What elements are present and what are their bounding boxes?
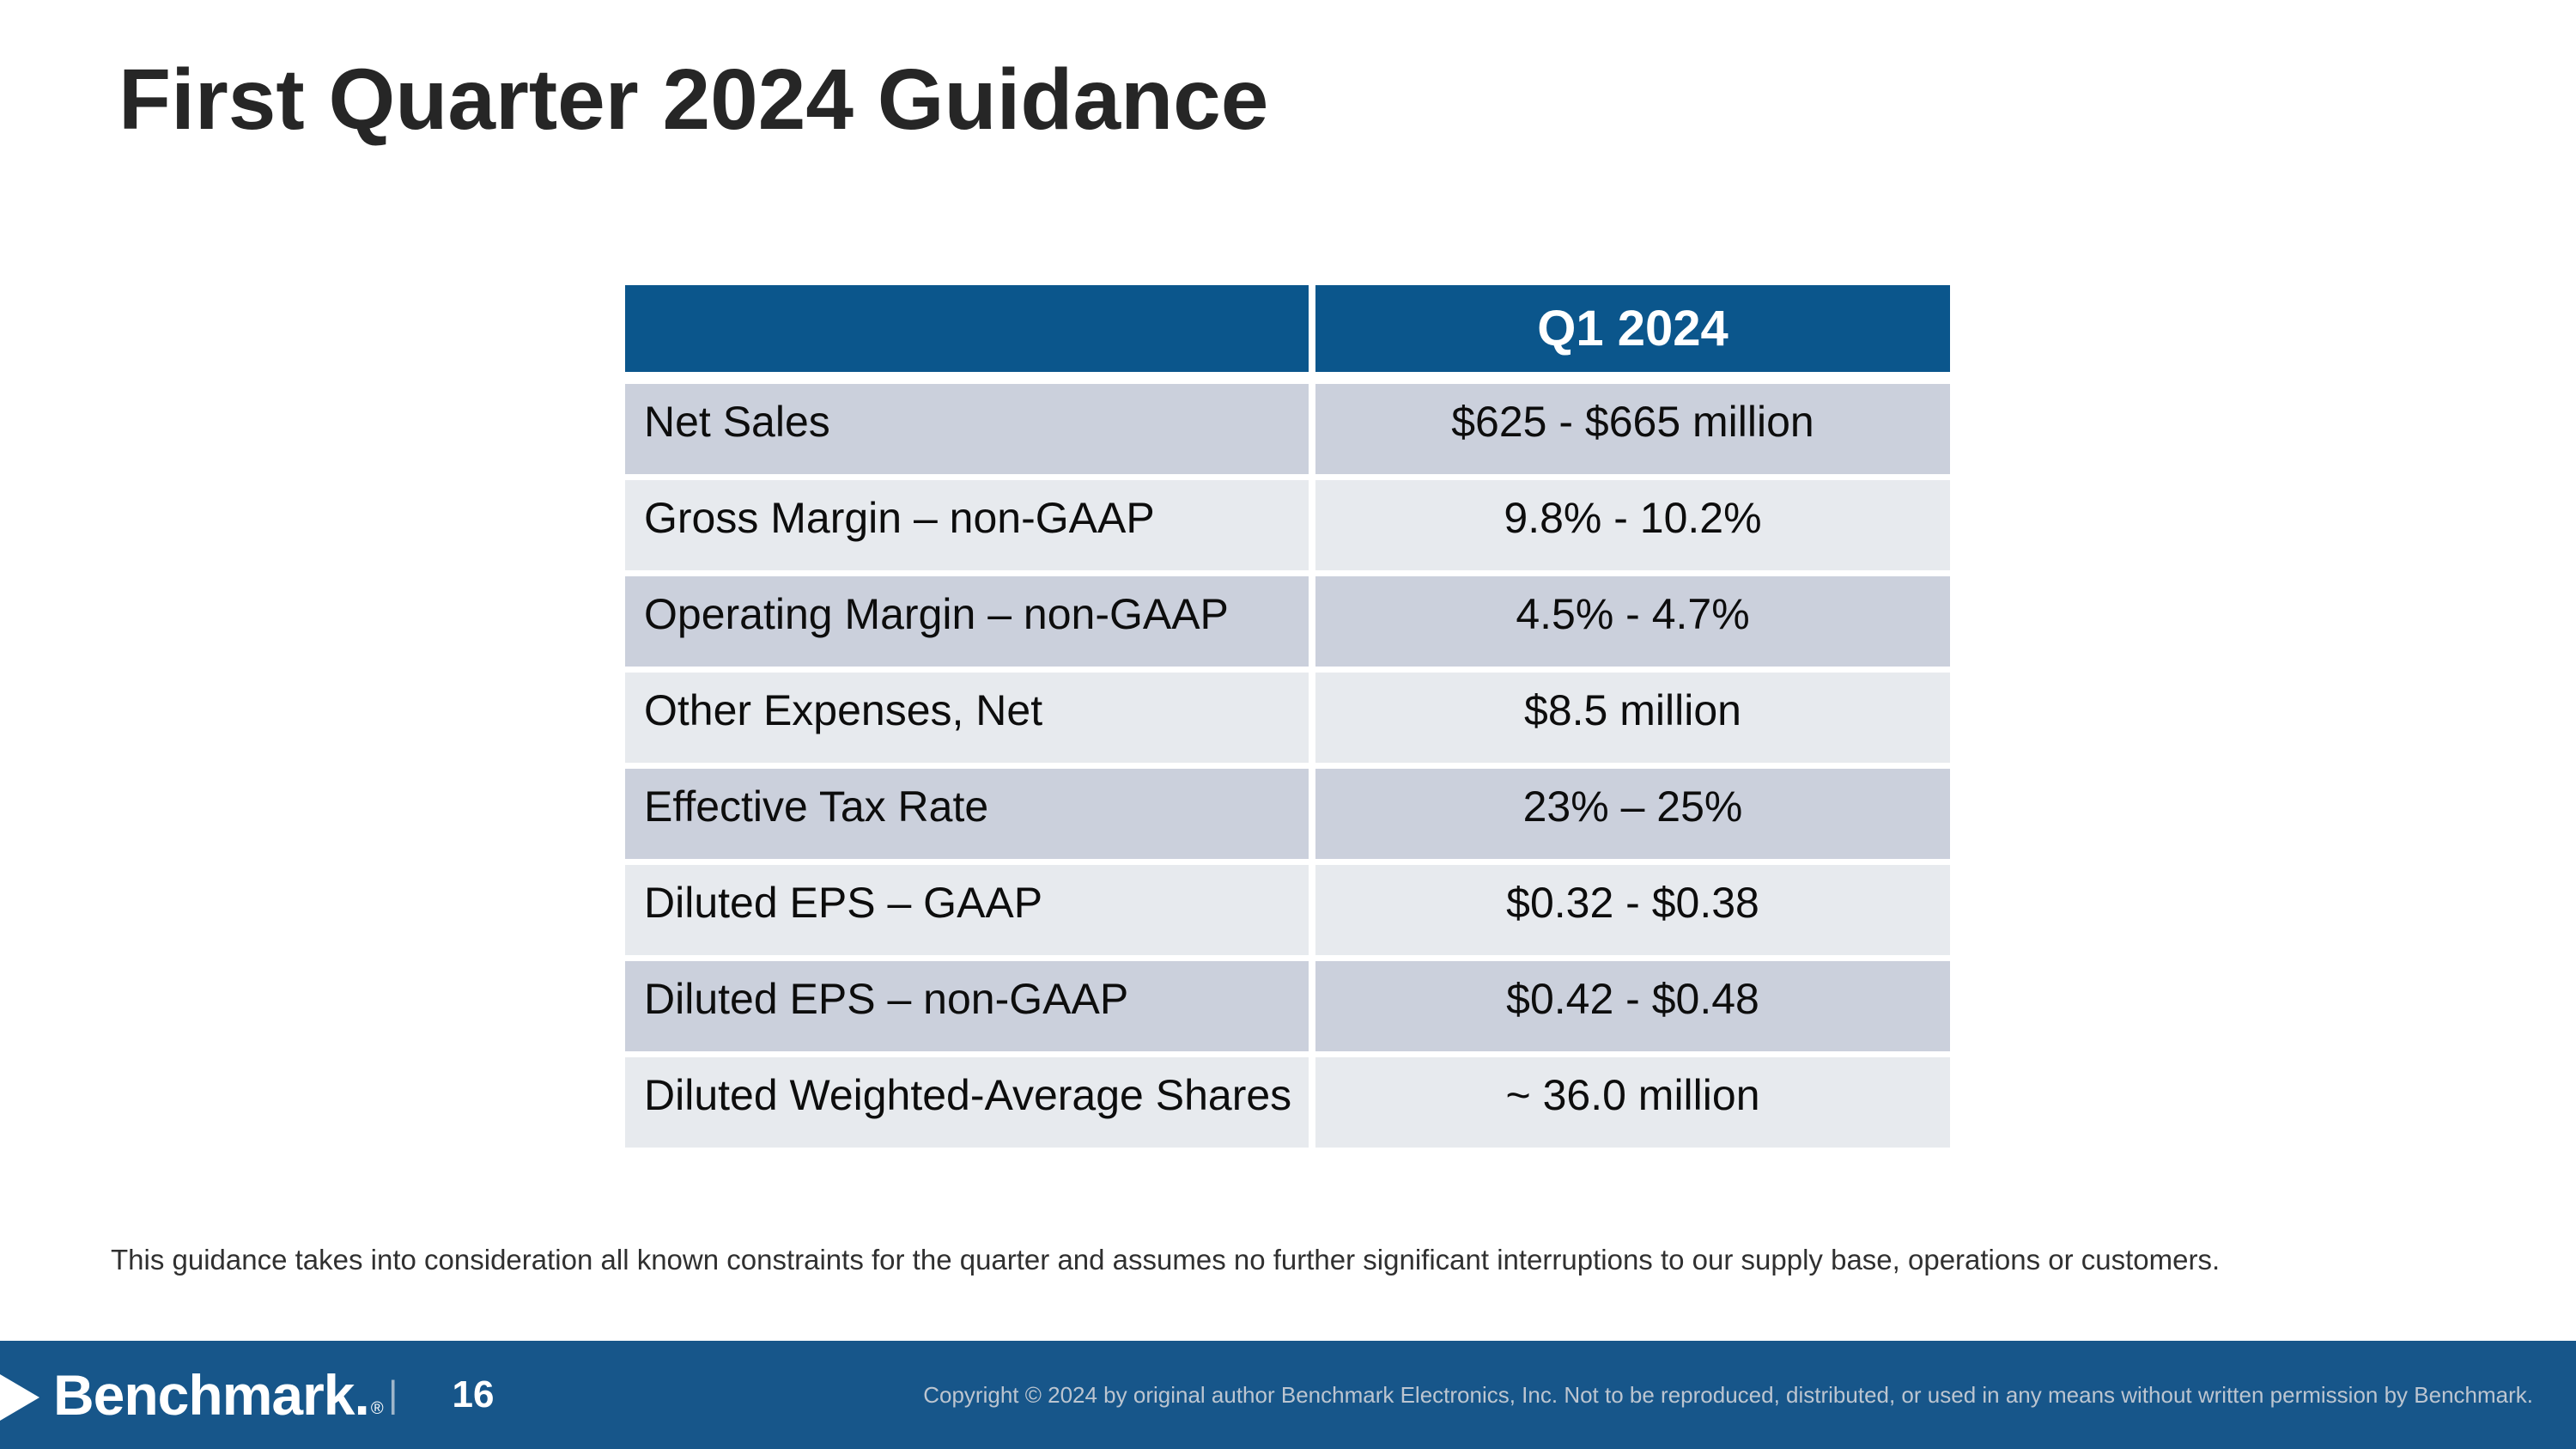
row-value: 9.8% - 10.2% <box>1315 480 1950 570</box>
row-label: Operating Margin – non-GAAP <box>625 576 1309 667</box>
page-number: 16 <box>452 1373 495 1416</box>
table-row: Effective Tax Rate 23% – 25% <box>625 769 1950 859</box>
table-header-row: Q1 2024 <box>625 285 1950 372</box>
table-header-empty-cell <box>625 285 1309 372</box>
table-header-q1-2024: Q1 2024 <box>1315 285 1950 372</box>
row-label: Diluted EPS – GAAP <box>625 865 1309 955</box>
footer-bar: Benchmark. ® | 16 Copyright © 2024 by ori… <box>0 1341 2576 1449</box>
row-label: Other Expenses, Net <box>625 673 1309 763</box>
guidance-table: Q1 2024 Net Sales $625 - $665 million Gr… <box>625 285 1950 1148</box>
footer-separator: | <box>388 1373 398 1416</box>
guidance-footnote: This guidance takes into consideration a… <box>111 1244 2221 1275</box>
table-row: Gross Margin – non-GAAP 9.8% - 10.2% <box>625 480 1950 570</box>
row-label: Net Sales <box>625 384 1309 474</box>
table-row: Diluted EPS – GAAP $0.32 - $0.38 <box>625 865 1950 955</box>
table-row: Diluted Weighted-Average Shares ~ 36.0 m… <box>625 1057 1950 1148</box>
row-label: Gross Margin – non-GAAP <box>625 480 1309 570</box>
row-value: 4.5% - 4.7% <box>1315 576 1950 667</box>
copyright-text: Copyright © 2024 by original author Benc… <box>923 1381 2533 1408</box>
row-value: 23% – 25% <box>1315 769 1950 859</box>
row-value: $0.42 - $0.48 <box>1315 961 1950 1051</box>
row-label: Effective Tax Rate <box>625 769 1309 859</box>
table-row: Diluted EPS – non-GAAP $0.42 - $0.48 <box>625 961 1950 1051</box>
table-row: Net Sales $625 - $665 million <box>625 384 1950 474</box>
row-label: Diluted EPS – non-GAAP <box>625 961 1309 1051</box>
page-title: First Quarter 2024 Guidance <box>118 52 1269 148</box>
benchmark-wordmark: Benchmark. <box>53 1363 370 1427</box>
table-row: Other Expenses, Net $8.5 million <box>625 673 1950 763</box>
row-label: Diluted Weighted-Average Shares <box>625 1057 1309 1148</box>
table-row: Operating Margin – non-GAAP 4.5% - 4.7% <box>625 576 1950 667</box>
row-value: $8.5 million <box>1315 673 1950 763</box>
registered-trademark-icon: ® <box>370 1398 384 1418</box>
row-value: ~ 36.0 million <box>1315 1057 1950 1148</box>
benchmark-arrow-icon <box>0 1374 39 1421</box>
row-value: $625 - $665 million <box>1315 384 1950 474</box>
row-value: $0.32 - $0.38 <box>1315 865 1950 955</box>
benchmark-logo: Benchmark. ® <box>53 1341 384 1449</box>
table-body: Net Sales $625 - $665 million Gross Marg… <box>625 384 1950 1148</box>
